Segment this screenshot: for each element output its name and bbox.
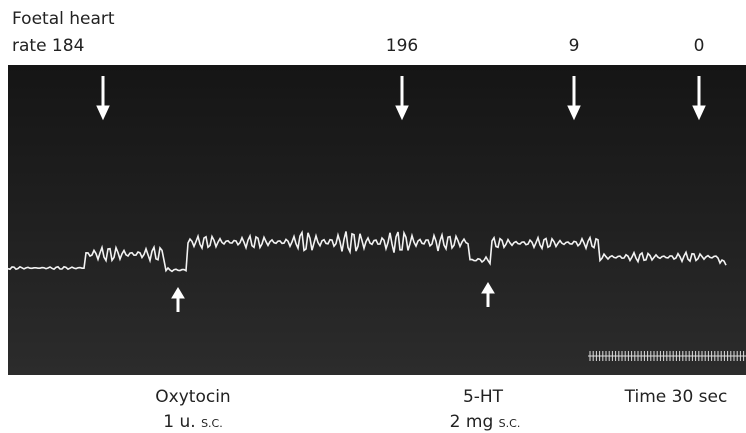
time-marker-label: Time 30 sec — [624, 387, 728, 407]
drug-label: 5-HT — [463, 387, 504, 407]
heart-rate-label: 196 — [386, 36, 418, 56]
route: S.C. — [201, 417, 223, 430]
drug-label: Oxytocin — [155, 387, 230, 407]
dose-label: 1 u. S.C. — [163, 412, 222, 432]
figure: Foetal heart rate 184 196 9 0 Oxytocin 1… — [0, 0, 746, 433]
recording-panel — [8, 65, 746, 375]
dose: 2 mg — [450, 412, 494, 432]
heart-rate-label: rate 184 — [12, 36, 84, 56]
heart-rate-label: 9 — [569, 36, 580, 56]
dose: 1 u. — [163, 412, 195, 432]
dose-label: 2 mg S.C. — [450, 412, 521, 432]
route: S.C. — [499, 417, 521, 430]
heart-rate-title: Foetal heart — [12, 9, 115, 29]
heart-rate-label: 0 — [694, 36, 705, 56]
